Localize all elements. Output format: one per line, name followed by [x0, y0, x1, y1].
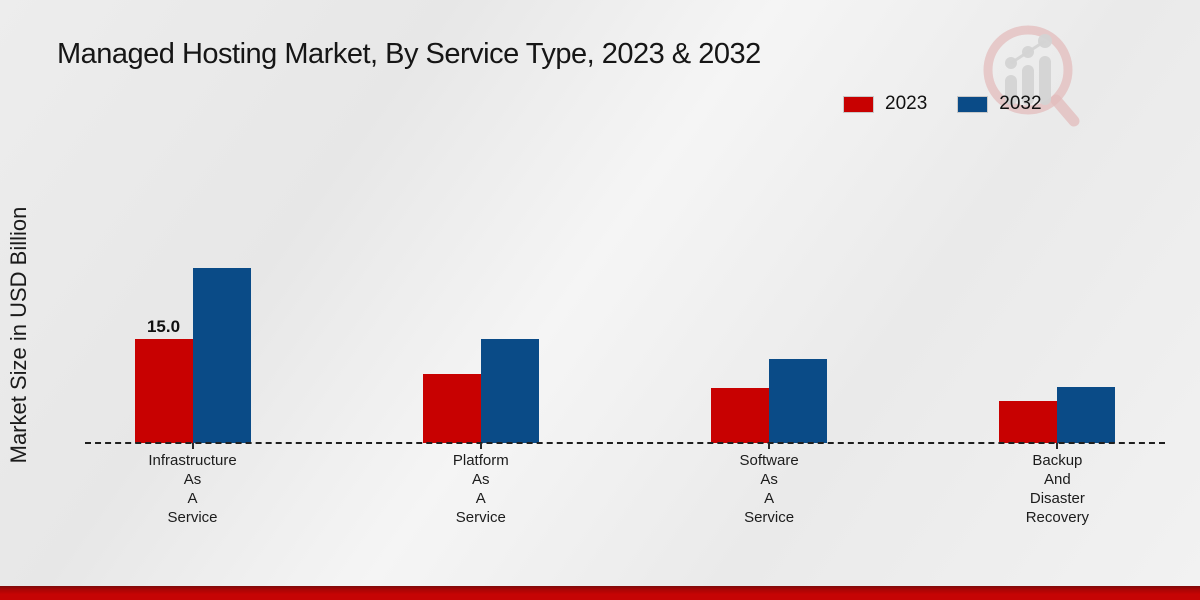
legend-swatch-2032	[957, 95, 989, 113]
bar-2023-3	[711, 388, 770, 443]
x-axis-baseline	[85, 442, 1165, 444]
bar-2032-3	[769, 359, 828, 443]
bar-2032-1	[192, 268, 251, 443]
category-label-line: Platform	[452, 452, 509, 469]
legend-item-2032: 2032	[957, 93, 1042, 115]
category-label-line: A	[764, 490, 775, 507]
category-label-line: As	[472, 471, 490, 488]
chart-title: Managed Hosting Market, By Service Type,…	[57, 38, 761, 70]
legend: 2023 2032	[843, 93, 1042, 115]
legend-item-2023: 2023	[843, 93, 927, 115]
category-label-3: Software As A Service	[679, 451, 859, 527]
category-label-line: As	[760, 471, 778, 488]
bar-2032-2	[480, 339, 539, 443]
category-label-2: Platform As A Service	[391, 451, 571, 527]
x-axis-tick-4	[1056, 443, 1059, 449]
category-label-line: As	[183, 471, 202, 488]
category-label-line: A	[187, 490, 198, 507]
bar-2023-1	[134, 339, 193, 443]
bar-2023-2	[422, 374, 481, 443]
magnifier-trend-watermark-icon	[968, 18, 1088, 133]
x-axis-tick-2	[479, 443, 482, 449]
category-label-line: Software	[739, 452, 799, 469]
bar-2023-4	[999, 401, 1058, 443]
category-label-line: Disaster	[1029, 490, 1085, 507]
legend-label-2032: 2032	[999, 93, 1042, 114]
x-axis-tick-1	[191, 443, 194, 449]
category-label-1: Infrastructure As A Service	[103, 451, 283, 527]
category-label-line: And	[1044, 471, 1071, 488]
category-label-line: Infrastructure	[148, 452, 237, 469]
bar-2032-4	[1057, 387, 1116, 443]
bar-value-label-2023: 15.0	[146, 317, 181, 336]
category-label-line: Recovery	[1025, 509, 1090, 526]
category-label-line: Backup	[1032, 452, 1083, 469]
legend-swatch-2023	[843, 95, 874, 113]
category-label-4: Backup And Disaster Recovery	[967, 451, 1147, 527]
category-label-line: Service	[167, 509, 218, 526]
footer-accent-bar	[0, 586, 1200, 600]
category-label-line: Service	[455, 509, 506, 526]
category-label-line: A	[475, 490, 486, 507]
category-label-line: Service	[744, 509, 795, 526]
x-axis-tick-3	[768, 443, 771, 449]
legend-label-2023: 2023	[885, 93, 928, 114]
